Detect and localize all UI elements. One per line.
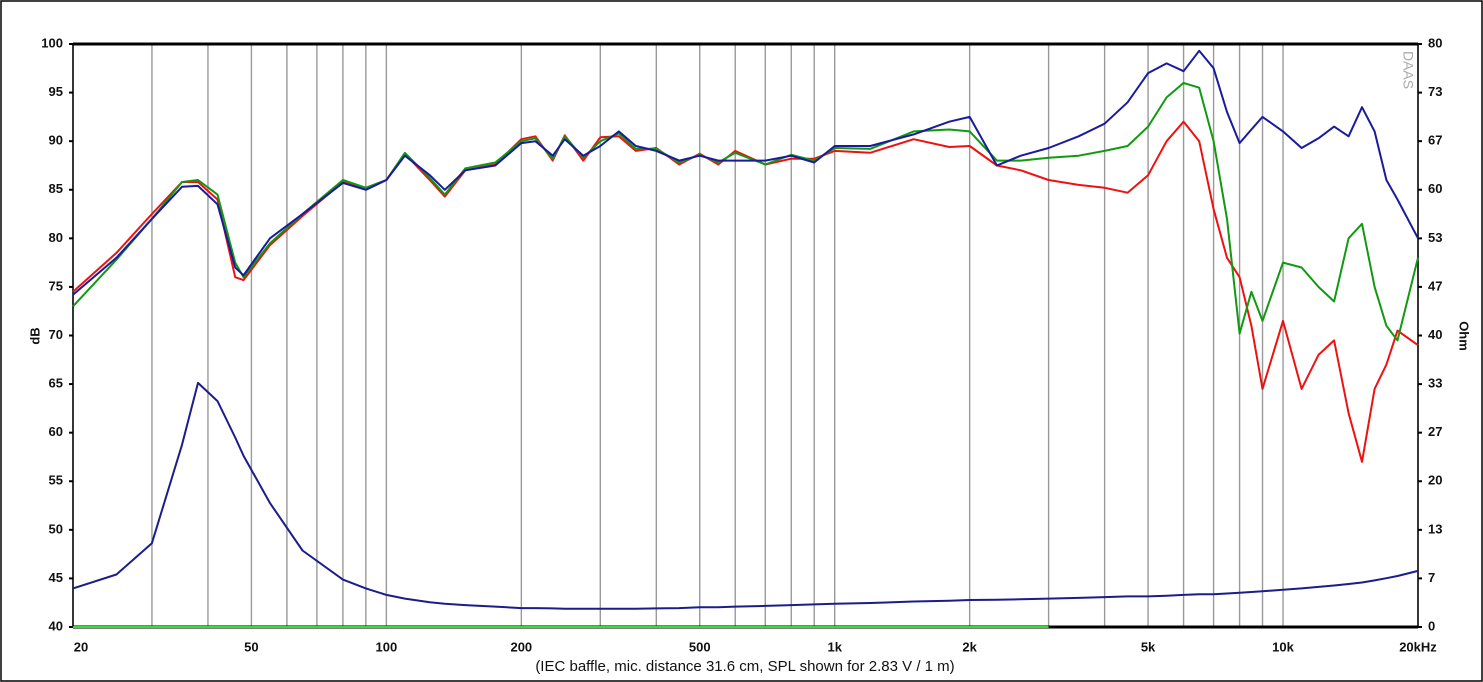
- y-tick-label: 50: [49, 521, 63, 536]
- y-tick-label: 65: [49, 376, 63, 391]
- x-tick-label: 20: [74, 639, 88, 654]
- x-tick-label: 100: [376, 639, 398, 654]
- y2-tick-label: 80: [1428, 35, 1442, 50]
- x-tick-label: 500: [689, 639, 711, 654]
- y2-tick-label: 67: [1428, 133, 1442, 148]
- y-tick-label: 60: [49, 424, 63, 439]
- y2-tick-label: 73: [1428, 84, 1442, 99]
- caption: (IEC baffle, mic. distance 31.6 cm, SPL …: [535, 658, 954, 675]
- x-tick-label: 50: [244, 639, 258, 654]
- y2-tick-label: 60: [1428, 181, 1442, 196]
- y2-tick-label: 53: [1428, 230, 1442, 245]
- x-tick-label: 10k: [1272, 639, 1294, 654]
- y2-tick-label: 40: [1428, 327, 1442, 342]
- y2-tick-label: 20: [1428, 473, 1442, 488]
- y2-tick-label: 27: [1428, 424, 1442, 439]
- y-tick-label: 85: [49, 181, 63, 196]
- y-tick-label: 55: [49, 473, 63, 488]
- y-tick-label: 80: [49, 230, 63, 245]
- y-tick-label: 45: [49, 570, 63, 585]
- y-tick-label: 40: [49, 618, 63, 633]
- y-tick-label: 75: [49, 278, 63, 293]
- y2-axis-label: Ohm: [1457, 321, 1472, 351]
- y-tick-label: 70: [49, 327, 63, 342]
- y2-tick-label: 47: [1428, 278, 1442, 293]
- x-tick-label: 20kHz: [1399, 639, 1437, 654]
- x-tick-label: 200: [510, 639, 532, 654]
- y2-tick-label: 7: [1428, 570, 1435, 585]
- y-tick-label: 100: [41, 35, 63, 50]
- y-axis-label: dB: [27, 327, 42, 344]
- series-line: [72, 381, 1419, 610]
- y-tick-label: 95: [49, 84, 63, 99]
- y-tick-label: 90: [49, 133, 63, 148]
- watermark: DAAS: [1400, 51, 1416, 89]
- y2-tick-label: 0: [1428, 618, 1435, 633]
- x-tick-label: 2k: [962, 639, 977, 654]
- y2-tick-label: 33: [1428, 376, 1442, 391]
- y2-tick-label: 13: [1428, 521, 1442, 536]
- series-line: [72, 49, 1419, 296]
- series-line: [72, 81, 1419, 342]
- x-tick-label: 1k: [827, 639, 842, 654]
- x-tick-label: 5k: [1141, 639, 1156, 654]
